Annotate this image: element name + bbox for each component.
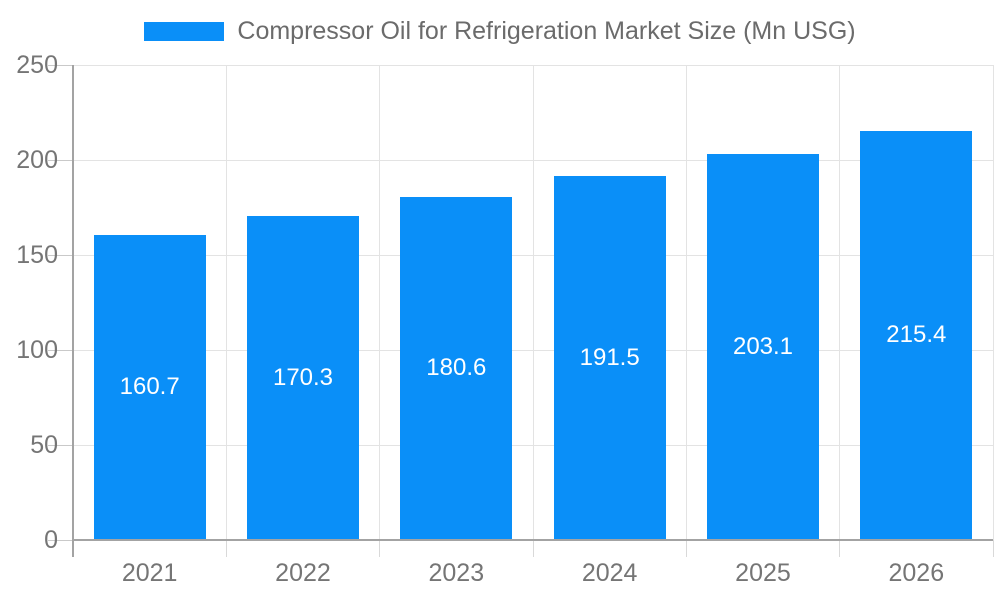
y-axis-tick-label: 100 bbox=[16, 336, 58, 364]
gridline-vertical bbox=[532, 65, 534, 540]
y-axis-tick-label: 150 bbox=[16, 241, 58, 269]
y-axis-tick bbox=[48, 444, 73, 446]
x-axis-tick-label-2026: 2026 bbox=[888, 559, 945, 587]
y-axis-tick bbox=[48, 64, 73, 66]
y-axis-tick-label: 0 bbox=[44, 526, 58, 554]
bar-2023: 180.6 bbox=[400, 196, 513, 540]
plot-area: 160.7 170.3 180.6 191.5 203.1 215.4 bbox=[73, 64, 994, 540]
bar-2026: 215.4 bbox=[860, 130, 973, 540]
x-axis-tick-label-2024: 2024 bbox=[581, 559, 638, 587]
gridline-vertical bbox=[685, 65, 687, 540]
gridline-vertical bbox=[839, 65, 841, 540]
x-axis-tick-label-2025: 2025 bbox=[735, 559, 791, 587]
x-axis-tick bbox=[379, 540, 381, 557]
bar-2021: 160.7 bbox=[93, 234, 206, 540]
gridline-vertical bbox=[225, 65, 227, 540]
y-axis-line bbox=[72, 65, 74, 557]
y-axis-tick-label: 200 bbox=[16, 146, 58, 174]
bar-value-label-2026: 215.4 bbox=[886, 321, 947, 349]
bar-value-label-2021: 160.7 bbox=[119, 373, 180, 401]
y-axis-tick-label: 50 bbox=[30, 431, 58, 459]
bar-value-label-2024: 191.5 bbox=[579, 344, 640, 372]
x-axis-tick bbox=[685, 540, 687, 557]
bar-2024: 191.5 bbox=[553, 176, 666, 540]
x-axis-tick bbox=[532, 540, 534, 557]
y-axis-tick bbox=[48, 159, 73, 161]
legend-label: Compressor Oil for Refrigeration Market … bbox=[237, 16, 856, 45]
x-axis-tick bbox=[225, 540, 227, 557]
x-axis-tick bbox=[992, 540, 994, 557]
x-axis-tick-label-2023: 2023 bbox=[428, 559, 485, 587]
legend: Compressor Oil for Refrigeration Market … bbox=[0, 10, 1000, 52]
legend-swatch bbox=[144, 21, 225, 41]
y-axis-tick bbox=[48, 254, 73, 256]
x-axis-tick bbox=[839, 540, 841, 557]
bar-value-label-2023: 180.6 bbox=[426, 354, 487, 382]
gridline-vertical bbox=[379, 65, 381, 540]
bar-value-label-2025: 203.1 bbox=[732, 333, 794, 361]
y-axis-tick bbox=[48, 349, 73, 351]
x-axis-tick-label-2021: 2021 bbox=[121, 559, 178, 587]
x-axis-tick-label-2022: 2022 bbox=[275, 559, 331, 587]
x-axis-line bbox=[73, 539, 993, 541]
bar-value-label-2022: 170.3 bbox=[272, 364, 334, 392]
bar-2022: 170.3 bbox=[247, 216, 359, 540]
y-axis-tick-label: 250 bbox=[16, 51, 58, 79]
bar-2025: 203.1 bbox=[707, 154, 819, 540]
y-axis-tick bbox=[48, 539, 73, 541]
gridline-vertical bbox=[992, 65, 994, 540]
